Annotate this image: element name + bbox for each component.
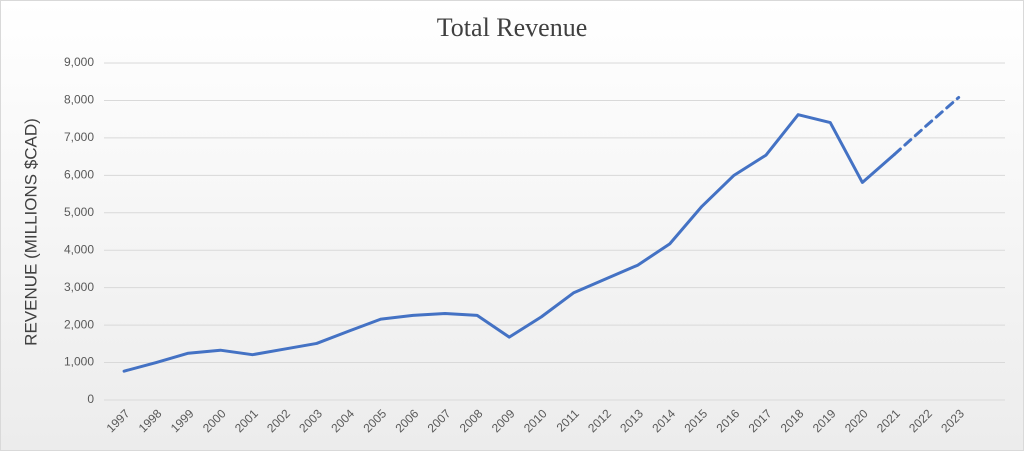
y-tick-label: 3,000 [64,280,94,294]
y-tick-label: 1,000 [64,355,94,369]
data-line [892,95,961,156]
y-tick-label: 9,000 [64,55,94,69]
y-axis-label: REVENUE (MILLIONS $CAD) [21,118,40,346]
y-tick-label: 6,000 [64,168,94,182]
y-tick-label: 7,000 [64,130,94,144]
y-tick-label: 0 [87,392,94,406]
y-tick-label: 8,000 [64,93,94,107]
chart-title: Total Revenue [437,13,588,42]
y-tick-label: 4,000 [64,242,94,256]
y-tick-label: 5,000 [64,205,94,219]
y-tick-label: 2,000 [64,317,94,331]
data-line [122,113,896,373]
